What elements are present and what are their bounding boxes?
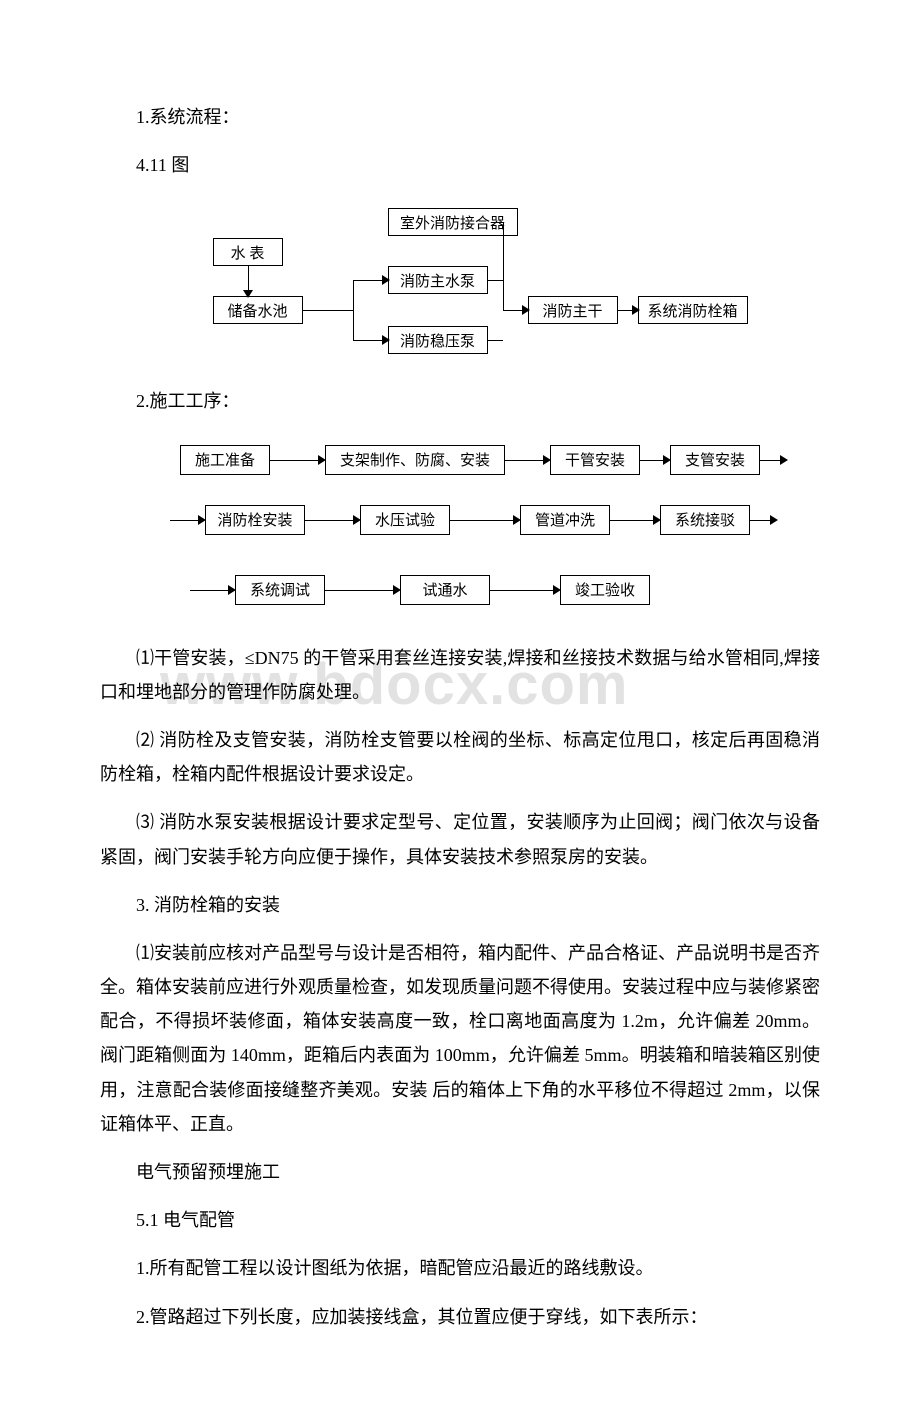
flow-box-hydrant-install: 消防栓安装 — [205, 505, 305, 535]
flow-box-pressure-test: 水压试验 — [360, 505, 450, 535]
flow-box-bracket: 支架制作、防腐、安装 — [325, 445, 505, 475]
construction-flowchart: 施工准备 支架制作、防腐、安装 干管安装 支管安装 消防栓安装 水压试验 管道冲… — [150, 435, 770, 625]
flow-box-reservoir: 储备水池 — [213, 296, 303, 324]
paragraph-12: 2.管路超过下列长度，应加装接线盒，其位置应便于穿线，如下表所示： — [100, 1300, 820, 1334]
system-flowchart: 水 表 室外消防接合器 储备水池 消防主水泵 消防主干 系统消防栓箱 消防稳压泵 — [183, 198, 738, 368]
paragraph-4: ⑴干管安装，≤DN75 的干管采用套丝连接安装,焊接和丝接技术数据与给水管相同,… — [100, 641, 820, 709]
paragraph-6: ⑶ 消防水泵安装根据设计要求定型号、定位置，安装顺序为止回阀；阀门依次与设备紧固… — [100, 805, 820, 873]
flow-box-system-connect: 系统接驳 — [660, 505, 750, 535]
flow-box-main-install: 干管安装 — [550, 445, 640, 475]
flow-box-branch-install: 支管安装 — [670, 445, 760, 475]
paragraph-11: 1.所有配管工程以设计图纸为依据，暗配管应沿最近的路线敷设。 — [100, 1251, 820, 1285]
flow-box-prep: 施工准备 — [180, 445, 270, 475]
flow-box-water-meter: 水 表 — [213, 238, 283, 266]
flow-box-outdoor-connector: 室外消防接合器 — [388, 208, 518, 236]
paragraph-8: ⑴安装前应核对产品型号与设计是否相符，箱内配件、产品合格证、产品说明书是否齐全。… — [100, 936, 820, 1141]
flow-box-acceptance: 竣工验收 — [560, 575, 650, 605]
paragraph-7: 3. 消防栓箱的安装 — [100, 888, 820, 922]
paragraph-9: 电气预留预埋施工 — [100, 1155, 820, 1189]
paragraph-5: ⑵ 消防栓及支管安装，消防栓支管要以栓阀的坐标、标高定位甩口，核定后再固稳消防栓… — [100, 723, 820, 791]
flow-box-trial-water: 试通水 — [400, 575, 490, 605]
flow-box-pressure-pump: 消防稳压泵 — [388, 326, 488, 354]
flow-box-system-debug: 系统调试 — [235, 575, 325, 605]
paragraph-2: 4.11 图 — [100, 148, 820, 182]
flow-box-main-pipe: 消防主干 — [528, 296, 618, 324]
paragraph-10: 5.1 电气配管 — [100, 1203, 820, 1237]
flow-box-main-pump: 消防主水泵 — [388, 266, 488, 294]
flow-box-hydrant-box: 系统消防栓箱 — [638, 296, 748, 324]
flow-box-pipe-flush: 管道冲洗 — [520, 505, 610, 535]
paragraph-3: 2.施工工序： — [100, 384, 820, 418]
paragraph-1: 1.系统流程： — [100, 100, 820, 134]
